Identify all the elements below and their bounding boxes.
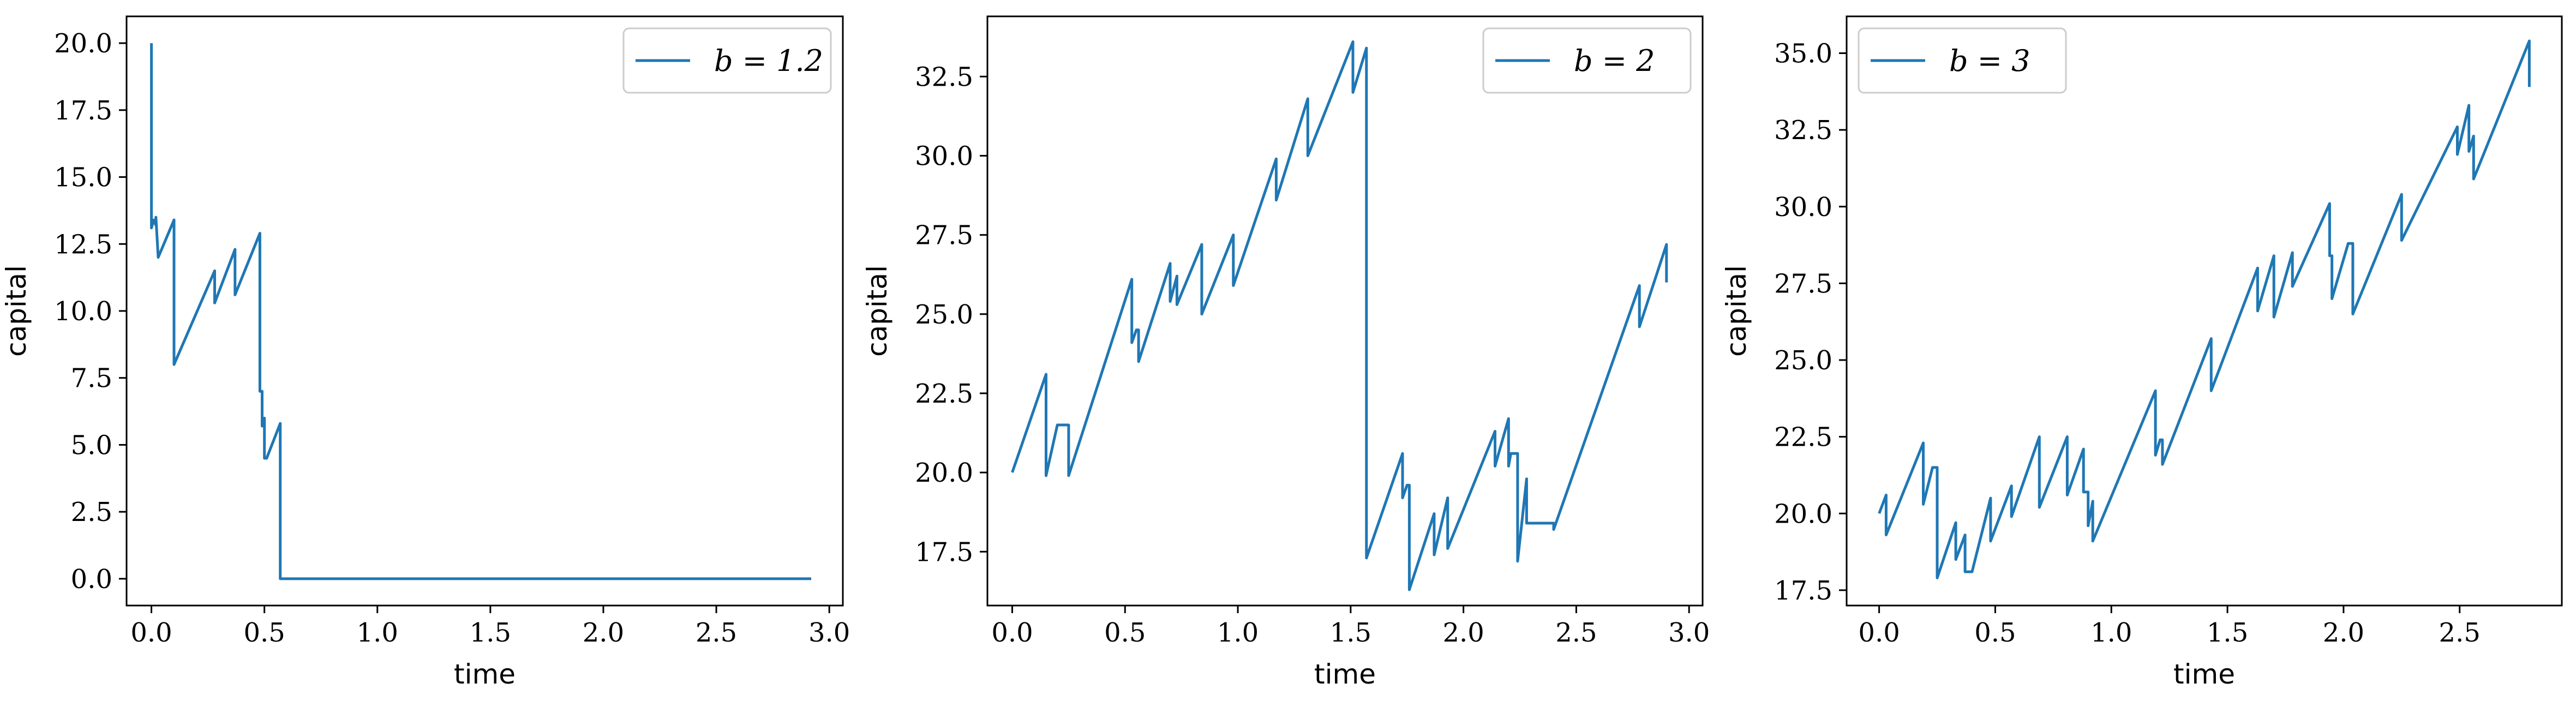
series-line-0-0: [150, 43, 811, 580]
y-tick-label: 22.5: [1774, 422, 1832, 453]
y-tick-label: 17.5: [915, 537, 973, 567]
y-tick-label: 20.0: [1774, 499, 1832, 529]
y-tick-label: 27.5: [1774, 268, 1832, 299]
y-tick-label: 15.0: [54, 163, 112, 193]
x-tick-label: 2.0: [1442, 618, 1484, 648]
x-tick-label: 1.0: [357, 618, 398, 648]
y-tick-label: 10.0: [54, 296, 112, 327]
x-tick-label: 3.0: [1668, 618, 1710, 648]
y-tick-label: 7.5: [71, 363, 112, 394]
y-tick-label: 30.0: [915, 141, 973, 171]
x-tick-label: 2.5: [696, 618, 737, 648]
legend: b = 1.2: [622, 27, 832, 94]
x-tick-label: 2.0: [2323, 618, 2364, 648]
x-tick-label: 1.5: [470, 618, 511, 648]
y-axis-label: capital: [861, 265, 893, 357]
y-tick-label: 32.5: [1774, 115, 1832, 146]
plot-frame: [1846, 15, 2563, 607]
legend-box: [622, 27, 832, 94]
series-line-2-0: [1878, 39, 2531, 579]
y-tick-label: 22.5: [915, 379, 973, 409]
y-tick-label: 17.5: [54, 95, 112, 126]
x-tick-label: 1.0: [1217, 618, 1259, 648]
x-tick-label: 0.0: [130, 618, 172, 648]
x-tick-label: 0.5: [243, 618, 285, 648]
legend-box: [1482, 27, 1692, 94]
y-tick-label: 5.0: [71, 430, 112, 460]
legend: b = 2: [1482, 27, 1692, 94]
y-tick-label: 30.0: [1774, 192, 1832, 223]
y-tick-label: 27.5: [915, 220, 973, 251]
x-axis-label: time: [1314, 658, 1376, 690]
x-tick-label: 0.5: [1104, 618, 1146, 648]
y-axis-label: capital: [1721, 265, 1752, 357]
chart-panel-b-2: 0.0 0.5 1.0 1.5 2.0 2.5 3.0 17.5 20.0 22.5 25.0 27.…: [861, 15, 1710, 690]
legend: b = 3: [1858, 27, 2067, 94]
y-tick-label: 2.5: [71, 497, 112, 528]
x-tick-label: 0.0: [991, 618, 1033, 648]
plot-frame: [125, 15, 844, 607]
plot-frame: [986, 15, 1704, 607]
x-tick-label: 1.5: [2207, 618, 2248, 648]
y-tick-label: 17.5: [1774, 576, 1832, 606]
y-tick-label: 35.0: [1774, 39, 1832, 69]
x-tick-label: 3.0: [808, 618, 850, 648]
x-axis-label: time: [454, 658, 516, 690]
series-line-1-0: [1011, 40, 1668, 591]
x-tick-label: 1.5: [1330, 618, 1371, 648]
x-tick-label: 1.0: [2090, 618, 2132, 648]
y-tick-label: 20.0: [915, 458, 973, 488]
x-tick-label: 2.0: [583, 618, 624, 648]
y-tick-label: 25.0: [1774, 345, 1832, 376]
chart-panel-b-1-2: 0.0 0.5 1.0 1.5 2.0 2.5 3.0 0.0 2.5 5.0 7.5 10.0 12.…: [1, 15, 850, 690]
legend-label: b = 2: [1574, 44, 1655, 78]
x-tick-label: 2.5: [2439, 618, 2481, 648]
y-tick-label: 0.0: [71, 564, 112, 595]
legend-box: [1858, 27, 2067, 94]
y-tick-label: 20.0: [54, 28, 112, 59]
x-tick-label: 0.5: [1974, 618, 2016, 648]
y-axis-label: capital: [1, 265, 32, 357]
x-tick-label: 0.0: [1858, 618, 1900, 648]
chart-panel-b-3: 0.0 0.5 1.0 1.5 2.0 2.5 17.5 20.0 22.5 25.0 27.5 30…: [1721, 15, 2563, 690]
legend-label: b = 3: [1949, 44, 2030, 78]
legend-label: b = 1.2: [714, 44, 823, 78]
x-axis-label: time: [2173, 658, 2235, 690]
y-tick-label: 12.5: [54, 229, 112, 260]
x-tick-label: 2.5: [1555, 618, 1597, 648]
y-tick-label: 32.5: [915, 62, 973, 92]
y-tick-label: 25.0: [915, 299, 973, 330]
